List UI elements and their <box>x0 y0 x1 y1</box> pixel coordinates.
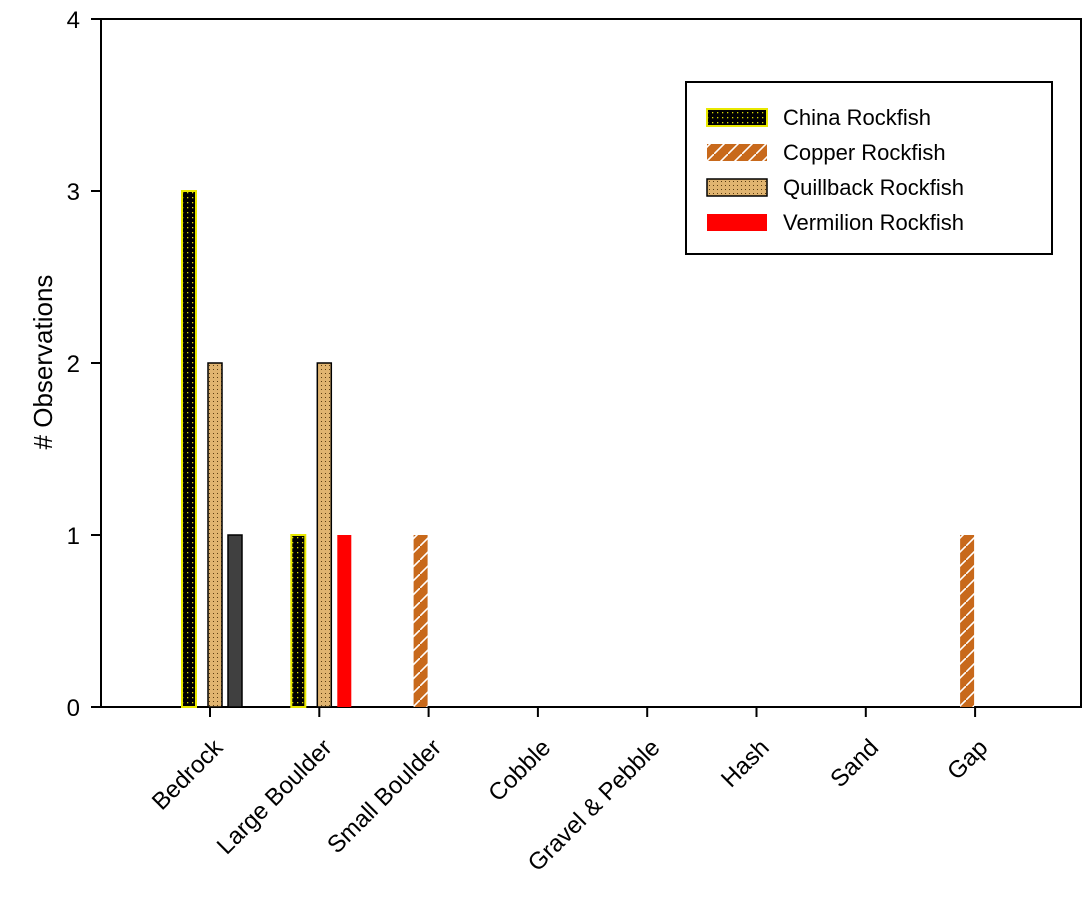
x-tick-label: Sand <box>825 734 884 793</box>
y-tick-label: 0 <box>67 695 80 722</box>
bar-quillback-rockfish <box>316 362 333 708</box>
axes: 0 1 2 3 4 <box>67 7 1082 722</box>
bar-china-rockfish <box>290 534 307 708</box>
y-tick-label: 1 <box>67 523 80 550</box>
bar-china-rockfish <box>181 190 197 708</box>
legend-label: Vermilion Rockfish <box>783 210 964 235</box>
y-tick-label: 4 <box>67 7 80 34</box>
y-tick-label: 2 <box>67 351 80 378</box>
x-tick-label: Bedrock <box>147 733 229 815</box>
bar-copper-rockfish <box>413 535 428 707</box>
bar-vermilion-rockfish <box>227 534 243 708</box>
x-tick-label: Large Boulder <box>212 734 338 860</box>
x-tick-label: Cobble <box>483 734 556 807</box>
legend-label: Copper Rockfish <box>783 140 946 165</box>
x-tick-label: Small Boulder <box>322 734 447 859</box>
bar-copper-rockfish <box>960 535 975 707</box>
legend-swatch <box>707 214 767 231</box>
legend: China Rockfish Copper Rockfish Quillback R… <box>685 81 1053 255</box>
bars <box>181 190 975 708</box>
legend-label: Quillback Rockfish <box>783 175 964 200</box>
legend-swatch <box>706 178 768 197</box>
y-tick-label: 3 <box>67 179 80 206</box>
legend-label: China Rockfish <box>783 105 931 130</box>
y-axis-label: # Observations <box>28 275 58 450</box>
legend-swatch <box>707 144 767 161</box>
bar-quillback-rockfish <box>207 362 223 708</box>
bar-vermilion-rockfish <box>337 535 352 707</box>
x-tick-label: Hash <box>716 734 775 793</box>
x-tick-label: Gap <box>942 734 993 785</box>
legend-swatch <box>706 108 768 127</box>
